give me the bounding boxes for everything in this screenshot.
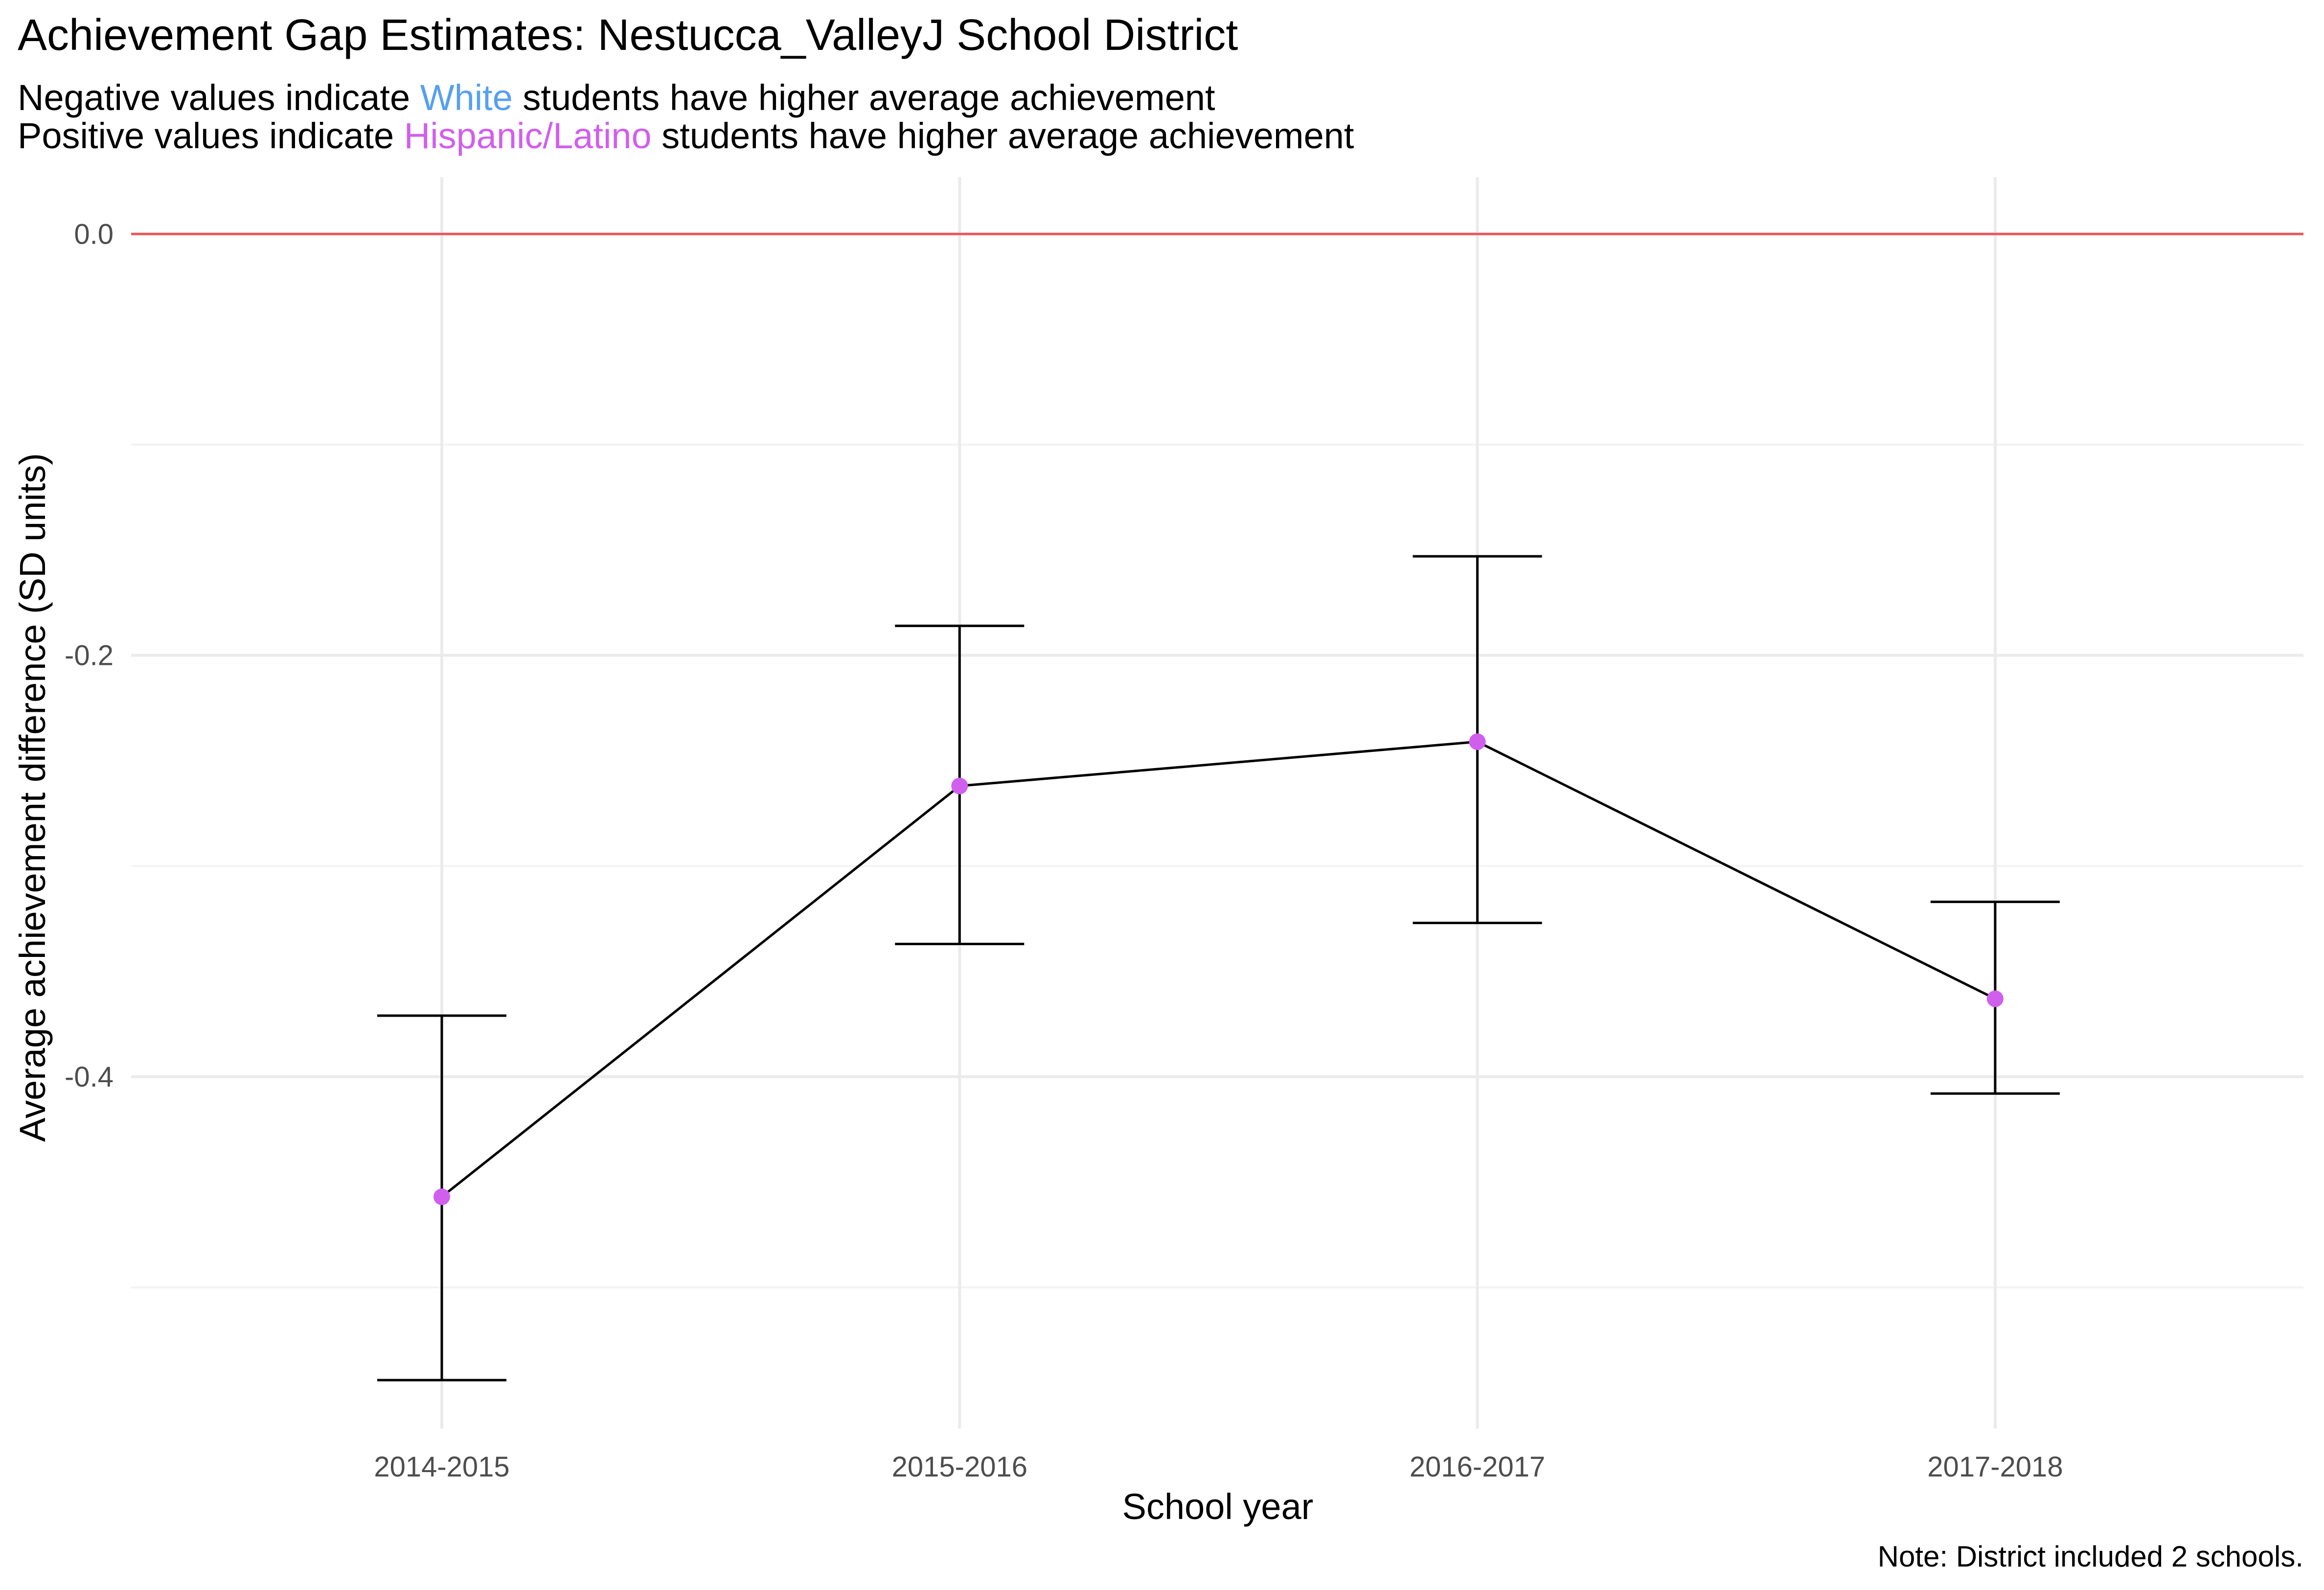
series-line xyxy=(441,740,1996,1198)
chart-subtitle-line2: Positive values indicate Hispanic/Latino… xyxy=(18,115,1354,156)
subtitle-line2-prefix: Positive values indicate xyxy=(18,115,404,156)
y-axis-title: Average achievement difference (SD units… xyxy=(12,453,53,1142)
x-tick-label: 2016-2017 xyxy=(1410,1451,1545,1483)
subtitle-white-highlight: White xyxy=(420,77,513,118)
data-point-2016-2017 xyxy=(1469,733,1486,750)
y-tick-label: -0.4 xyxy=(65,1061,114,1093)
data-point-2014-2015 xyxy=(433,1188,450,1205)
subtitle-line1-suffix: students have higher average achievement xyxy=(513,77,1215,118)
point-layer xyxy=(433,733,2004,1205)
subtitle-line2-suffix: students have higher average achievement xyxy=(652,115,1354,156)
errorbar-layer xyxy=(377,555,2060,1382)
chart-subtitle-line1: Negative values indicate White students … xyxy=(18,77,1215,118)
series-layer xyxy=(441,740,1996,1198)
chart-title: Achievement Gap Estimates: Nestucca_Vall… xyxy=(18,11,1238,60)
y-tick-labels: 0.0 -0.2 -0.4 xyxy=(65,218,114,1093)
grid-layer xyxy=(131,177,2303,1429)
y-tick-label: 0.0 xyxy=(74,218,114,250)
x-tick-label: 2017-2018 xyxy=(1927,1451,2063,1483)
x-tick-label: 2014-2015 xyxy=(374,1451,509,1483)
x-tick-labels: 2014-2015 2015-2016 2016-2017 2017-2018 xyxy=(374,1451,2063,1483)
chart-caption: Note: District included 2 schools. xyxy=(1878,1540,2303,1573)
subtitle-line1-prefix: Negative values indicate xyxy=(18,77,420,118)
subtitle-hispanic-highlight: Hispanic/Latino xyxy=(404,115,652,156)
data-point-2015-2016 xyxy=(951,777,968,795)
y-tick-label: -0.2 xyxy=(65,640,114,672)
data-point-2017-2018 xyxy=(1986,990,2004,1007)
x-axis-title: School year xyxy=(1122,1486,1314,1527)
x-tick-label: 2015-2016 xyxy=(892,1451,1027,1483)
